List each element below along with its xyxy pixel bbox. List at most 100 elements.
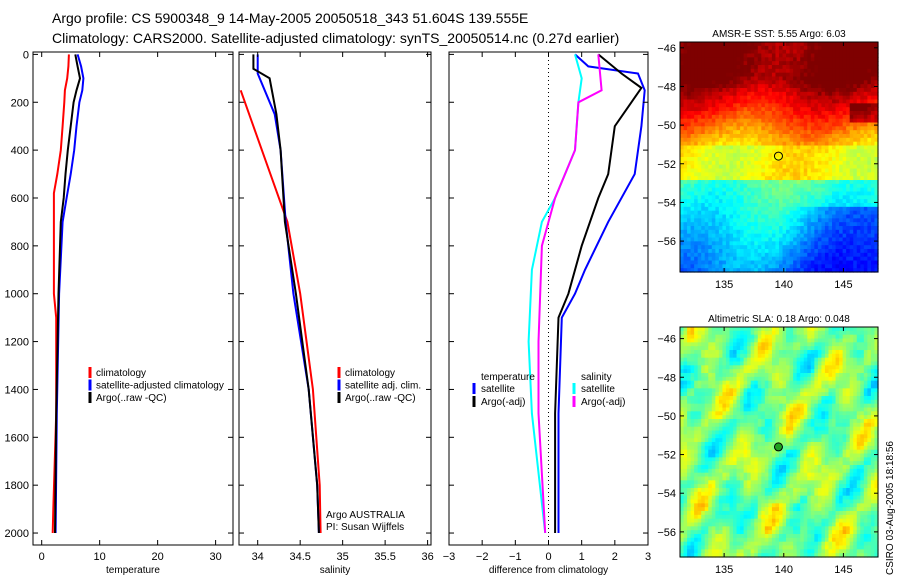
heatmap-cell <box>775 226 780 231</box>
heatmap-cell <box>810 95 815 101</box>
heatmap-cell <box>839 183 844 189</box>
series-line-1 <box>256 54 320 534</box>
heatmap-cell <box>754 442 759 447</box>
heatmap-cell <box>817 111 823 116</box>
heatmap-cell <box>764 153 769 158</box>
heatmap-cell <box>722 65 727 70</box>
heatmap-cell <box>690 365 695 370</box>
heatmap-cell <box>761 241 766 246</box>
heatmap-cell <box>722 365 727 370</box>
heatmap-cell <box>821 72 826 78</box>
heatmap-cell <box>683 126 688 131</box>
heatmap-cell <box>701 491 706 497</box>
heatmap-cell <box>761 149 766 154</box>
heatmap-cell <box>733 488 738 493</box>
heatmap-cell <box>782 84 787 89</box>
heatmap-cell <box>754 411 759 416</box>
heatmap-cell <box>729 426 734 432</box>
heatmap-cell <box>729 499 734 504</box>
heatmap-cell <box>725 334 731 340</box>
heatmap-cell <box>800 153 805 158</box>
heatmap-cell <box>718 103 724 108</box>
heatmap-cell <box>874 241 879 246</box>
heatmap-cell <box>757 495 762 501</box>
heatmap-cell <box>704 268 709 273</box>
heatmap-cell <box>740 256 745 262</box>
heatmap-cell <box>775 218 780 223</box>
heatmap-cell <box>821 203 826 208</box>
heatmap-cell <box>757 507 762 512</box>
heatmap-cell <box>842 218 847 223</box>
heatmap-cell <box>683 72 688 78</box>
heatmap-cell <box>874 187 879 193</box>
heatmap-cell <box>687 183 692 189</box>
heatmap-cell <box>754 164 759 170</box>
heatmap-cell <box>680 118 685 124</box>
heatmap-cell <box>715 176 720 181</box>
heatmap-cell <box>740 141 745 147</box>
heatmap-cell <box>754 438 759 443</box>
heatmap-cell <box>750 229 755 235</box>
heatmap-cell <box>747 438 752 443</box>
heatmap-cell <box>715 392 720 397</box>
heatmap-cell <box>701 111 706 116</box>
heatmap-cell <box>793 91 798 97</box>
heatmap-cell <box>814 218 819 223</box>
heatmap-cell <box>750 168 755 173</box>
heatmap-cell <box>775 149 780 154</box>
heatmap-cell <box>853 68 858 74</box>
heatmap-cell <box>796 206 801 212</box>
heatmap-cell <box>736 88 741 93</box>
x-tick-label: 36 <box>421 551 433 563</box>
heatmap-cell <box>711 553 716 558</box>
heatmap-cell <box>733 130 738 135</box>
heatmap-cell <box>694 526 699 531</box>
heatmap-cell <box>856 45 861 51</box>
heatmap-cell <box>870 180 876 185</box>
heatmap-cell <box>747 480 752 485</box>
heatmap-cell <box>725 465 731 470</box>
heatmap-cell <box>708 545 713 550</box>
heatmap-cell <box>768 42 773 47</box>
heatmap-cell <box>842 229 847 235</box>
heatmap-cell <box>722 488 727 493</box>
heatmap-cell <box>786 72 791 78</box>
heatmap-cell <box>718 434 724 439</box>
heatmap-cell <box>711 57 716 62</box>
heatmap-cell <box>761 434 766 439</box>
heatmap-cell <box>683 249 688 254</box>
heatmap-cell <box>740 426 745 432</box>
heatmap-cell <box>839 145 844 150</box>
heatmap-cell <box>743 434 748 439</box>
heatmap-cell <box>687 264 692 269</box>
heatmap-cell <box>729 252 734 258</box>
heatmap-cell <box>694 384 699 389</box>
heatmap-cell <box>725 407 731 412</box>
heatmap-cell <box>817 229 823 235</box>
heatmap-cell <box>863 180 868 185</box>
heatmap-cell <box>863 164 868 170</box>
heatmap-cell <box>849 172 854 177</box>
heatmap-cell <box>687 353 692 359</box>
heatmap-cell <box>750 461 755 466</box>
heatmap-cell <box>715 153 720 158</box>
heatmap-cell <box>750 130 755 135</box>
heatmap-cell <box>824 203 830 208</box>
heatmap-cell <box>856 214 861 219</box>
heatmap-cell <box>828 264 833 269</box>
heatmap-cell <box>803 191 808 196</box>
heatmap-cell <box>817 114 823 120</box>
heatmap-cell <box>736 264 741 269</box>
heatmap-cell <box>842 91 847 97</box>
heatmap-cell <box>718 342 724 347</box>
heatmap-cell <box>687 526 692 531</box>
heatmap-cell <box>779 203 784 208</box>
heatmap-cell <box>725 149 731 154</box>
heatmap-cell <box>832 149 837 154</box>
heatmap-cell <box>690 84 695 89</box>
heatmap-cell <box>761 206 766 212</box>
heatmap-cell <box>771 195 777 200</box>
heatmap-cell <box>863 126 868 131</box>
heatmap-cell <box>761 84 766 89</box>
heatmap-cell <box>711 453 716 458</box>
